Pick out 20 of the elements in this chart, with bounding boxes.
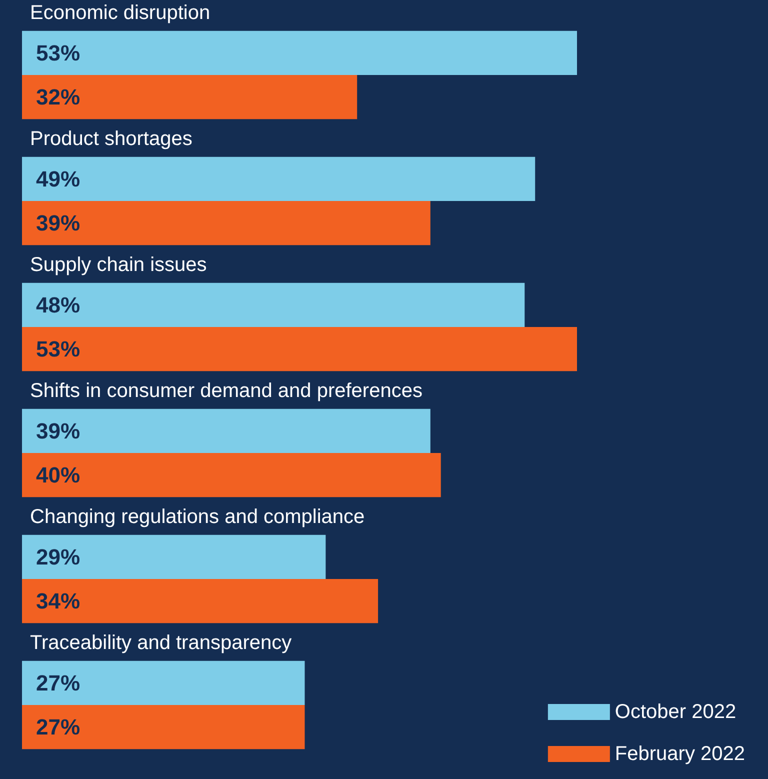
data-label: 49% [36, 166, 80, 192]
data-label: 29% [36, 544, 80, 570]
y-tick-label: Economic disruption [30, 2, 210, 24]
y-tick-label: Product shortages [30, 128, 192, 150]
data-label: 27% [36, 670, 80, 696]
data-label: 27% [36, 714, 80, 740]
data-label: 53% [36, 40, 80, 66]
legend-label: October 2022 [614, 701, 736, 723]
data-label: 32% [36, 84, 80, 110]
y-tick-label: Shifts in consumer demand and preferences [30, 380, 422, 402]
data-label: 34% [36, 588, 80, 614]
y-tick-label: Traceability and transparency [30, 632, 292, 654]
y-tick-label: Supply chain issues [30, 254, 207, 276]
data-label: 53% [36, 336, 80, 362]
legend-label: February 2022 [614, 743, 745, 765]
data-label: 39% [36, 418, 80, 444]
data-label: 48% [36, 292, 80, 318]
y-tick-label: Changing regulations and compliance [30, 506, 365, 528]
data-label: 40% [36, 462, 80, 488]
data-label: 39% [36, 210, 80, 236]
